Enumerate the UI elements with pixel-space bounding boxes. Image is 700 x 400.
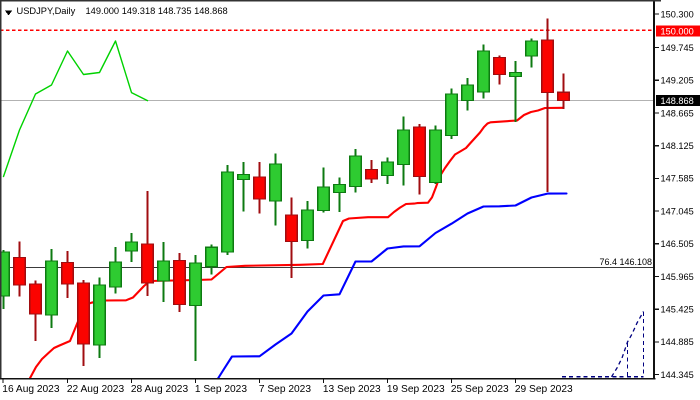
svg-text:146.505: 146.505 [661, 239, 694, 249]
svg-text:1 Sep 2023: 1 Sep 2023 [195, 384, 247, 395]
svg-text:148.665: 148.665 [661, 108, 694, 118]
svg-text:22 Aug 2023: 22 Aug 2023 [67, 384, 125, 395]
svg-text:147.045: 147.045 [661, 206, 694, 216]
svg-text:19 Sep 2023: 19 Sep 2023 [387, 384, 445, 395]
svg-text:149.745: 149.745 [661, 43, 694, 53]
svg-text:147.585: 147.585 [661, 174, 694, 184]
svg-text:144.345: 144.345 [661, 370, 694, 380]
svg-text:7 Sep 2023: 7 Sep 2023 [259, 384, 311, 395]
svg-text:148.125: 148.125 [661, 141, 694, 151]
svg-text:150.300: 150.300 [661, 9, 694, 19]
svg-text:USDJPY,Daily: USDJPY,Daily [17, 6, 76, 16]
svg-text:148.868: 148.868 [661, 96, 694, 106]
svg-text:29 Sep 2023: 29 Sep 2023 [515, 384, 573, 395]
svg-text:16 Aug 2023: 16 Aug 2023 [2, 384, 60, 395]
svg-text:13 Sep 2023: 13 Sep 2023 [323, 384, 381, 395]
svg-text:28 Aug 2023: 28 Aug 2023 [131, 384, 189, 395]
svg-text:76.4 146.108: 76.4 146.108 [599, 257, 652, 267]
svg-text:145.965: 145.965 [661, 272, 694, 282]
svg-text:150.000: 150.000 [661, 26, 694, 36]
svg-text:145.425: 145.425 [661, 305, 694, 315]
svg-text:149.205: 149.205 [661, 76, 694, 86]
svg-text:144.885: 144.885 [661, 337, 694, 347]
svg-text:25 Sep 2023: 25 Sep 2023 [451, 384, 509, 395]
svg-text:149.000 149.318 148.735 148.86: 149.000 149.318 148.735 148.868 [86, 6, 228, 16]
